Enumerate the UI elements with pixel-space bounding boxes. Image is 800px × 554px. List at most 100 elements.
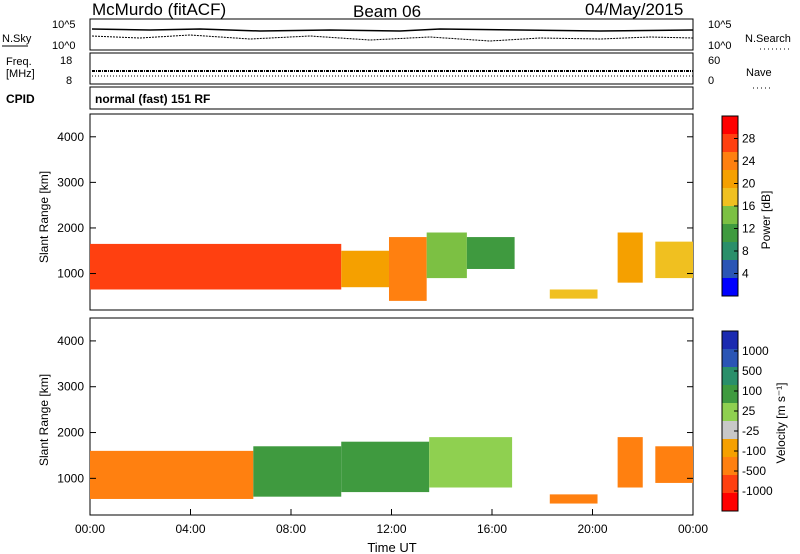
power-colorbar-segment-6: [722, 170, 738, 188]
power-colorbar-segment-3: [722, 224, 738, 242]
velocity-marks: [90, 437, 693, 504]
nsky-trace: [91, 28, 694, 32]
nsky-tick-bottom: 10^0: [52, 40, 76, 52]
velocity-region-1: [253, 446, 342, 497]
nsky-frame: [89, 18, 694, 51]
nave-tick-top: 60: [708, 55, 720, 67]
power-colorbar-segment-1: [722, 260, 738, 278]
nsearch-label: N.Search: [745, 33, 791, 45]
velocity-colorbar-tick-label-4: -25: [742, 424, 760, 438]
velocity-colorbar: 1000 500 100 25 -25 -100 -500 -1000: [721, 330, 773, 512]
velocity-region-6: [655, 446, 693, 483]
nsearch-tick-bottom: 10^0: [708, 40, 732, 52]
power-colorbar-segment-0: [722, 278, 738, 296]
velocity-region-5: [617, 437, 643, 488]
cpid-frame: [89, 86, 694, 110]
velocity-ytick-label-0: 4000: [57, 334, 84, 348]
x-tick-label-3: 12:00: [376, 522, 406, 536]
power-marks: [90, 232, 693, 301]
power-panel: 4000 3000 2000 1000 Slant Range [km] 28 24 20…: [37, 113, 773, 311]
velocity-ytick-label-1: 3000: [57, 380, 84, 394]
nave-tick-bottom: 0: [708, 75, 714, 87]
freq-tick-top: 18: [60, 55, 72, 67]
power-colorbar-segment-5: [722, 188, 738, 206]
nave-label: Nave: [746, 67, 772, 79]
x-tick-label-1: 04:00: [175, 522, 205, 536]
x-tick-label-0: 00:00: [75, 522, 105, 536]
velocity-colorbar-segment-2: [722, 457, 738, 475]
beam-label: Beam 06: [353, 2, 421, 21]
x-tick-label-5: 20:00: [577, 522, 607, 536]
velocity-colorbar-segment-7: [722, 367, 738, 385]
velocity-colorbar-segment-9: [722, 331, 738, 349]
velocity-ytick-label-3: 1000: [57, 471, 84, 485]
cpid-text: normal (fast) 151 RF: [95, 92, 210, 106]
velocity-colorbar-tick-label-0: 1000: [742, 344, 769, 358]
date-label: 04/May/2015: [585, 0, 683, 19]
power-colorbar-segment-7: [722, 152, 738, 170]
power-colorbar-tick-label-1: 24: [742, 154, 756, 168]
velocity-colorbar-tick-label-2: 100: [742, 384, 762, 398]
power-ytick-label-1: 3000: [57, 175, 84, 189]
velocity-colorbar-tick-label-3: 25: [742, 404, 756, 418]
power-region-1: [341, 250, 389, 288]
velocity-colorbar-segment-8: [722, 349, 738, 367]
velocity-region-0: [90, 450, 254, 499]
power-colorbar-tick-label-2: 20: [742, 177, 756, 191]
velocity-y-ticks: 4000 3000 2000 1000: [57, 334, 693, 485]
x-tick-label-2: 08:00: [276, 522, 306, 536]
power-ytick-label-3: 1000: [57, 267, 84, 281]
velocity-ytick-label-2: 2000: [57, 426, 84, 440]
power-colorbar-segment-4: [722, 206, 738, 224]
velocity-colorbar-segment-4: [722, 421, 738, 439]
power-colorbar-label: Power [dB]: [759, 191, 773, 250]
velocity-colorbar-segment-3: [722, 439, 738, 457]
velocity-colorbar-segment-1: [722, 475, 738, 493]
nsky-tick-top: 10^5: [52, 19, 76, 31]
x-axis-label: Time UT: [367, 540, 416, 554]
freq-label-line1: Freq.: [6, 56, 32, 68]
freq-panel: Freq. [MHz] 18 8 60 0 Nave: [6, 52, 772, 89]
velocity-region-2: [341, 441, 430, 493]
velocity-region-3: [429, 437, 513, 488]
power-colorbar-tick-label-0: 28: [742, 132, 756, 146]
velocity-colorbar-segment-0: [722, 493, 738, 511]
freq-tick-bottom: 8: [66, 75, 72, 87]
velocity-colorbar-label: Velocity [m s⁻¹]: [774, 382, 788, 463]
nsearch-trace: [91, 34, 694, 42]
station-title: McMurdo (fitACF): [92, 0, 226, 19]
power-region-6: [617, 232, 643, 283]
velocity-panel: 4000 3000 2000 1000 00:00 04:00 08:00 12:00 16:…: [37, 317, 788, 554]
power-colorbar: 28 24 20 16 12 8 4: [721, 115, 756, 297]
x-tick-label-4: 16:00: [477, 522, 507, 536]
power-ytick-label-2: 2000: [57, 221, 84, 235]
power-ytick-label-0: 4000: [57, 130, 84, 144]
velocity-colorbar-segment-5: [722, 403, 738, 421]
power-colorbar-tick-label-3: 16: [742, 199, 756, 213]
power-region-4: [466, 237, 515, 269]
velocity-colorbar-frame: [721, 330, 739, 512]
x-tick-label-6: 00:00: [678, 522, 708, 536]
power-colorbar-segment-8: [722, 134, 738, 152]
power-colorbar-tick-label-5: 8: [742, 244, 749, 258]
freq-label-line2: [MHz]: [6, 68, 35, 80]
velocity-colorbar-tick-label-7: -1000: [742, 484, 773, 498]
cpid-label: CPID: [6, 92, 35, 106]
power-region-3: [426, 232, 467, 279]
power-region-2: [388, 237, 427, 301]
power-colorbar-tick-label-4: 12: [742, 222, 756, 236]
velocity-ylabel: Slant Range [km]: [37, 374, 51, 466]
nsky-label: N.Sky: [2, 33, 32, 45]
velocity-region-4: [549, 494, 598, 504]
power-region-7: [655, 241, 693, 279]
power-ylabel: Slant Range [km]: [37, 171, 51, 263]
power-colorbar-segment-2: [722, 242, 738, 260]
velocity-colorbar-segment-6: [722, 385, 738, 403]
velocity-colorbar-tick-label-5: -100: [742, 444, 766, 458]
power-colorbar-segment-9: [722, 116, 738, 134]
nsearch-tick-top: 10^5: [708, 19, 732, 31]
velocity-colorbar-tick-label-1: 500: [742, 364, 762, 378]
power-colorbar-tick-label-6: 4: [742, 267, 749, 281]
power-region-5: [549, 289, 598, 299]
